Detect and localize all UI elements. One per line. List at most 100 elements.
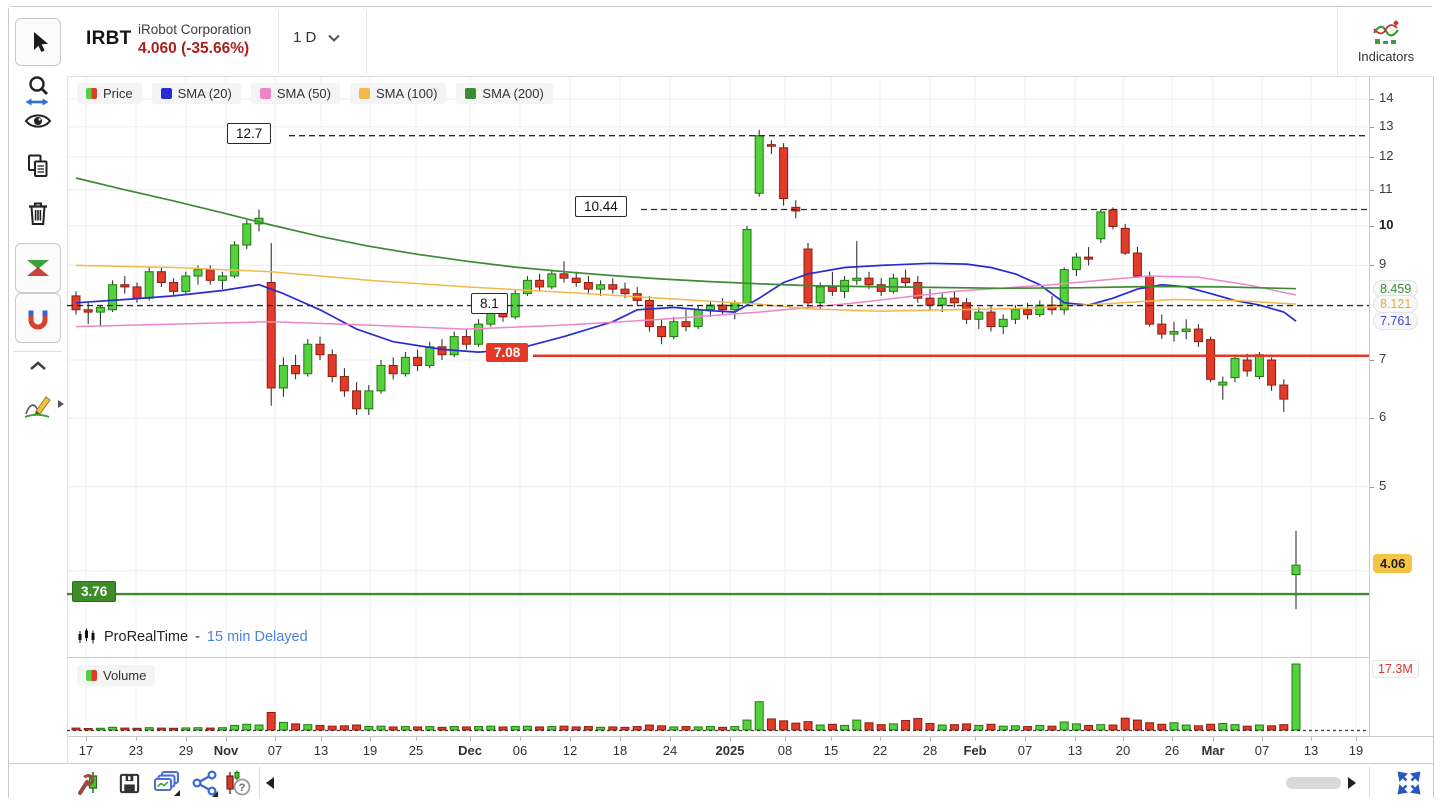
price-axis-tick-label: 14 (1379, 90, 1394, 105)
zoom-horizontal-button[interactable] (15, 65, 61, 117)
date-axis-tick-label: 29 (178, 743, 194, 758)
axis-tick-mark (975, 737, 976, 741)
date-axis-tick-label: 28 (922, 743, 938, 758)
help-button[interactable]: ? (221, 769, 253, 797)
axis-tick-mark (930, 737, 931, 741)
legend-item-sma-20[interactable]: SMA (20) (151, 83, 241, 104)
price-axis-tick-label: 7 (1379, 351, 1387, 367)
axis-tick-mark (1370, 157, 1374, 159)
fullscreen-icon (1397, 771, 1421, 795)
date-axis-tick-label: 12 (562, 743, 578, 758)
axis-tick-mark (1370, 99, 1374, 100)
price-level-label[interactable]: 3.76 (72, 581, 117, 603)
scroll-left-button[interactable] (265, 776, 277, 790)
chart-settings-button[interactable] (73, 769, 105, 797)
price-axis[interactable]: 17.3M 14 13 12 11 10 9 7 6 5 8.459 8.121 7.761 4.06 (1369, 77, 1434, 736)
legend-item-sma-200[interactable]: SMA (200) (456, 83, 553, 104)
axis-tick-mark (1025, 737, 1026, 741)
axis-tick-mark (370, 737, 371, 741)
axis-tick-mark (1311, 737, 1312, 741)
watermark: ProRealTime - 15 min Delayed (77, 628, 308, 645)
date-axis-tick-label: 07 (1017, 743, 1033, 758)
layouts-button[interactable] (151, 769, 183, 797)
left-toolbar (9, 7, 68, 799)
collapse-toolbar-button[interactable] (15, 355, 61, 377)
help-icon: ? (226, 770, 251, 796)
drawing-tools-expand-arrow[interactable] (57, 397, 65, 409)
fullscreen-button[interactable] (1393, 769, 1425, 797)
axis-tick-mark (670, 737, 671, 741)
share-button[interactable] (189, 769, 221, 797)
chevron-up-icon (30, 361, 46, 370)
save-button[interactable] (113, 769, 145, 797)
chart-header: IRBT iRobot Corporation 4.060 (-35.66%) … (67, 7, 1434, 77)
watermark-separator: - (195, 628, 200, 645)
chart-settings-icon (78, 772, 98, 795)
symbol-ticker[interactable]: IRBT (86, 28, 132, 49)
pattern-tool-button[interactable] (15, 243, 61, 293)
price-axis-tick-label: 6 (1379, 409, 1387, 425)
pattern-icon (27, 260, 49, 276)
date-axis-tick-label: 2025 (715, 743, 745, 758)
volume-panel[interactable]: Volume (67, 657, 1369, 736)
date-axis-tick-label: 07 (267, 743, 283, 758)
axis-tick-mark (785, 737, 786, 741)
date-axis-tick-label: Feb (963, 743, 987, 758)
horizontal-scrollbar-thumb[interactable] (1286, 777, 1341, 789)
save-icon (119, 773, 139, 793)
chevron-down-icon (328, 34, 341, 42)
draw-pencil-icon (24, 396, 51, 418)
indicators-button[interactable]: Indicators (1337, 7, 1434, 76)
legend-item-sma-100[interactable]: SMA (100) (350, 83, 447, 104)
pointer-tool-button[interactable] (15, 18, 61, 66)
drawing-tools-button[interactable] (15, 379, 61, 431)
share-icon (192, 769, 218, 797)
price-level-label[interactable]: 7.08 (486, 342, 529, 362)
candle-swatch-icon (86, 88, 97, 99)
date-axis-tick-label: 13 (313, 743, 329, 758)
axis-tick-mark (1356, 737, 1357, 741)
header-separator (278, 11, 279, 73)
duplicate-button[interactable] (15, 144, 61, 188)
candlestick-chart-canvas[interactable] (67, 77, 1369, 657)
last-price-badge: 4.06 (1373, 554, 1413, 574)
scroll-right-button[interactable] (1347, 776, 1359, 790)
axis-tick-mark (620, 737, 621, 741)
price-chart-panel[interactable]: Price SMA (20) SMA (50) SMA (100) SMA (200) … (67, 77, 1369, 657)
delete-button[interactable] (15, 191, 61, 235)
axis-tick-mark (1370, 225, 1374, 227)
axis-tick-mark (470, 737, 471, 741)
indicators-icon (1373, 19, 1399, 44)
bottom-toolbar: ? (9, 763, 1433, 801)
date-axis-tick-label: 18 (612, 743, 628, 758)
visibility-button[interactable] (15, 99, 61, 143)
price-level-label[interactable]: 10.44 (575, 196, 627, 218)
pointer-icon (34, 32, 48, 52)
magnet-tool-button[interactable] (15, 293, 61, 343)
timeframe-selector[interactable]: 1 D (293, 29, 341, 46)
axis-tick-mark (1075, 737, 1076, 741)
watermark-delay: 15 min Delayed (206, 628, 308, 645)
line-color-swatch-icon (160, 88, 172, 99)
price-level-label[interactable]: 8.1 (471, 292, 508, 314)
right-arrow-icon (1348, 777, 1356, 789)
volume-legend-label: Volume (103, 668, 147, 683)
line-color-swatch-icon (259, 88, 271, 99)
watermark-brand: ProRealTime (104, 628, 189, 645)
company-name: iRobot Corporation (138, 22, 252, 37)
volume-chart-canvas[interactable] (67, 658, 1369, 736)
date-axis-tick-label: 25 (408, 743, 424, 758)
prorealtime-logo-icon (78, 628, 95, 644)
axis-tick-mark (570, 737, 571, 741)
axis-tick-mark (1370, 486, 1374, 488)
axis-tick-mark (186, 737, 187, 741)
legend-item-sma-50[interactable]: SMA (50) (250, 83, 340, 104)
volume-legend-item[interactable]: Volume (77, 665, 156, 686)
price-level-label[interactable]: 12.7 (227, 122, 272, 144)
date-axis[interactable]: 17 23 29 Nov 07 13 19 25 Dec 06 12 18 24 2025 08 15 22 28… (67, 736, 1434, 763)
legend-item-price[interactable]: Price (77, 83, 142, 104)
price-axis-tick-label: 12 (1379, 148, 1394, 164)
layouts-icon (154, 770, 180, 796)
volume-max-label: 17.3M (1372, 660, 1419, 678)
axis-tick-mark (1172, 737, 1173, 741)
